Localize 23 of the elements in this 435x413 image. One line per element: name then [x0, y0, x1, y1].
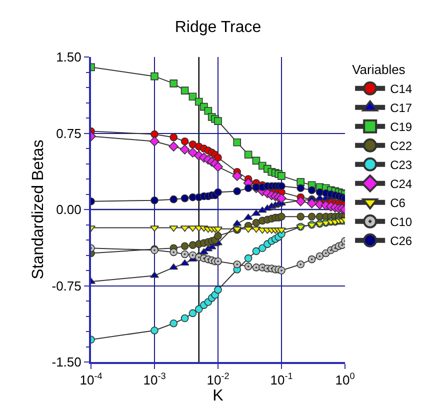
y-tick-label: 0.75	[56, 126, 82, 141]
legend-title: Variables	[352, 62, 406, 77]
legend-label: C26	[390, 234, 412, 248]
x-axis-title: K	[212, 388, 224, 405]
y-tick-label: 1.50	[56, 50, 82, 65]
x-tick-label: 10$^{-4}$	[80, 371, 102, 388]
legend-label: C6	[390, 196, 406, 210]
y-tick-label: -1.50	[52, 354, 82, 370]
y-axis-title: Standardized Betas	[30, 140, 48, 280]
legend-label: C10	[390, 215, 412, 230]
chart-title: Ridge Trace	[174, 18, 262, 36]
x-tick-label: 10$^{-1}$	[270, 371, 293, 388]
x-tick-label: 10$^{-2}$	[206, 371, 230, 388]
legend-label: C22	[390, 139, 412, 154]
legend-label: C17	[390, 101, 412, 116]
legend-label: C23	[390, 158, 412, 172]
legend-label: C14	[390, 82, 412, 96]
y-tick-label: 0.00	[56, 202, 82, 218]
legend-label: C24	[390, 177, 412, 192]
x-tick-label: 10$^{0}$	[335, 371, 355, 388]
y-tick-label: -0.75	[52, 278, 82, 294]
legend-label: C19	[390, 120, 412, 134]
x-tick-label: 10$^{-3}$	[143, 371, 166, 388]
